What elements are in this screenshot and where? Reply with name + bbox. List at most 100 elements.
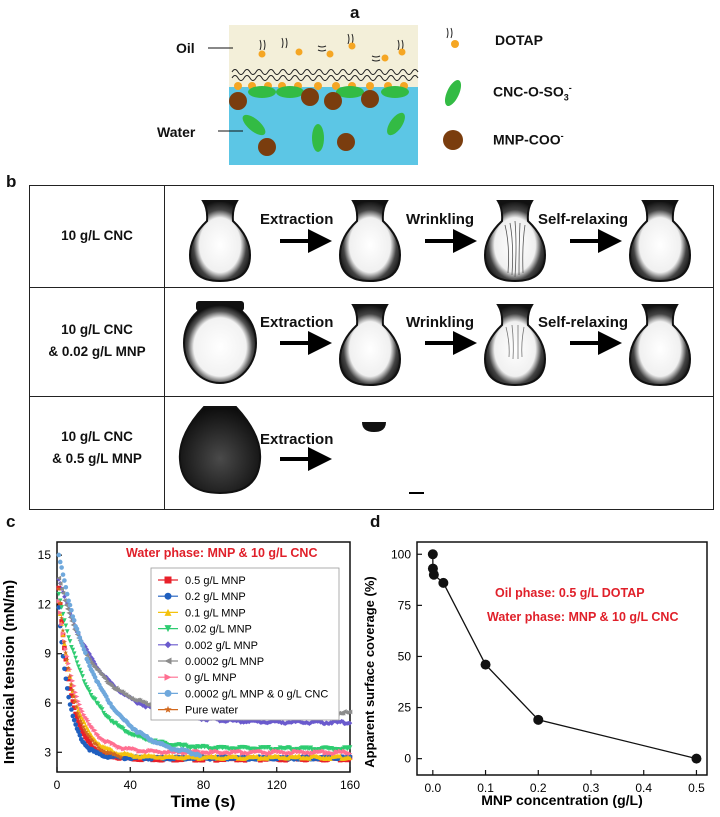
row-2-drop-1	[183, 302, 257, 384]
c-point	[103, 750, 109, 756]
c-point	[76, 719, 81, 725]
c-point	[85, 687, 91, 692]
row-2-step-1: Extraction	[260, 314, 334, 331]
d-xtick-label: 0.0	[424, 781, 441, 795]
c-legend-label: 0 g/L MNP	[185, 672, 237, 684]
c-series-8	[56, 586, 124, 760]
c-point	[63, 602, 69, 608]
c-point	[87, 689, 92, 695]
panel-d-label: d	[370, 512, 381, 531]
c-point	[66, 676, 71, 682]
water-cnc-3	[387, 112, 405, 136]
panel-a-label: a	[350, 3, 360, 22]
c-point	[308, 720, 314, 726]
c-point	[84, 716, 90, 721]
c-point	[62, 618, 67, 623]
c-point	[90, 724, 95, 730]
c-point	[97, 746, 102, 751]
chart-d-annotation-water: Water phase: MNP & 10 g/L CNC	[487, 610, 678, 624]
column-divider	[164, 186, 165, 509]
c-legend-label: 0.0002 g/L MNP & 0 g/L CNC	[185, 688, 328, 700]
c-series-6	[56, 598, 353, 757]
c-point	[87, 721, 92, 727]
c-point	[321, 748, 326, 754]
water-label: Water	[157, 124, 196, 140]
d-point	[480, 659, 491, 670]
d-ytick-label: 50	[398, 649, 412, 663]
d-xtick-label: 0.3	[583, 781, 600, 795]
c-point	[59, 615, 64, 621]
c-point	[79, 720, 85, 726]
c-point	[78, 639, 84, 644]
row-1-drop-1	[188, 200, 252, 283]
legend-cnc-name: CNC-O-SO	[493, 83, 564, 100]
c-point	[71, 717, 77, 723]
c-point	[95, 701, 101, 707]
d-point	[438, 577, 449, 588]
c-point	[60, 590, 66, 596]
c-point	[63, 623, 69, 629]
legend-mnp-sup: -	[560, 131, 564, 141]
c-point	[76, 630, 81, 636]
c-point	[81, 731, 87, 737]
c-point	[92, 697, 98, 702]
row-3-drop-1	[178, 406, 262, 495]
row-2-line-1: 10 g/L CNC	[61, 322, 133, 337]
c-point	[71, 705, 77, 711]
row-3-label: 10 g/L CNC & 0.5 g/L MNP	[30, 426, 164, 470]
c-point	[78, 725, 84, 731]
c-point	[84, 731, 90, 736]
c-point	[74, 626, 80, 632]
c-point	[347, 745, 353, 750]
chart-d-xlabel: MNP concentration (g/L)	[481, 792, 643, 808]
c-point	[204, 718, 210, 723]
c-point	[109, 750, 114, 756]
row-1-drop-3	[483, 200, 547, 283]
c-xtick-label: 40	[124, 778, 138, 792]
c-point	[60, 611, 66, 617]
c-point	[332, 751, 337, 757]
c-point	[76, 664, 81, 669]
legend-dotap-label: DOTAP	[495, 32, 543, 48]
c-point	[66, 694, 71, 700]
d-point	[533, 714, 544, 725]
c-point	[82, 727, 87, 732]
c-point	[66, 635, 71, 640]
surface-coverage-chart: 0.0 0.1 0.2 0.3 0.4 0.5 0 25 50 75 100 Apparent su…	[362, 541, 708, 808]
c-point	[56, 591, 62, 597]
c-point	[70, 647, 76, 653]
c-point	[56, 586, 62, 591]
c-point	[75, 710, 81, 716]
c-point	[207, 751, 213, 756]
c-legend-marker	[164, 641, 172, 649]
c-point	[118, 754, 124, 760]
c-legend-label: Pure water	[185, 705, 239, 717]
row-2-drop-4	[628, 304, 692, 387]
oil-phase	[229, 25, 418, 87]
c-point	[64, 657, 70, 662]
chart-d-annotation-oil: Oil phase: 0.5 g/L DOTAP	[495, 586, 645, 600]
c-point	[59, 565, 64, 570]
c-point	[64, 654, 70, 659]
chart-c-xlabel: Time (s)	[171, 792, 236, 811]
c-point	[102, 749, 108, 754]
c-point	[80, 729, 85, 734]
interface-layer	[231, 69, 419, 81]
panel-a-figure	[208, 25, 463, 165]
c-point	[60, 572, 66, 577]
c-legend-label: 0.02 g/L MNP	[185, 624, 252, 636]
c-point	[64, 686, 70, 691]
c-point	[83, 682, 88, 688]
c-point	[80, 708, 85, 714]
c-legend-marker	[164, 689, 172, 697]
c-point	[83, 729, 89, 734]
c-point	[277, 719, 283, 725]
chart-d-series	[427, 549, 702, 764]
c-point	[91, 659, 97, 664]
c-point	[64, 606, 70, 612]
c-point	[73, 690, 78, 695]
oil-dotap-heads	[258, 42, 406, 62]
c-point	[63, 584, 69, 590]
c-point	[197, 753, 203, 759]
c-legend-marker	[164, 673, 172, 681]
